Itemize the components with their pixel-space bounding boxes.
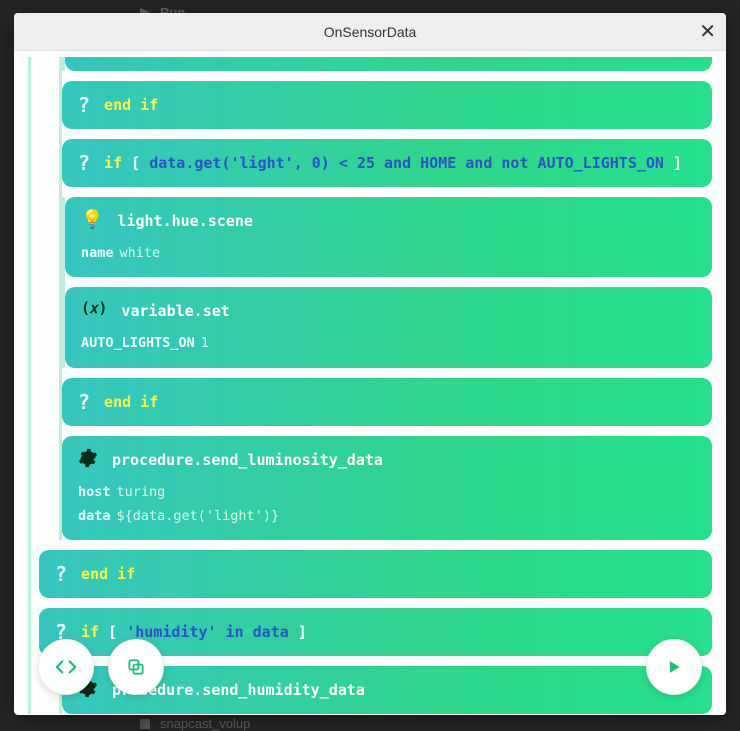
bulb-icon: 💡: [81, 209, 103, 230]
block-if-1[interactable]: ? if [ data.get('light', 0) < 25 and HOM…: [62, 139, 712, 187]
proc-title: procedure.send_luminosity_data: [112, 451, 383, 469]
question-icon: ?: [78, 390, 90, 414]
modal-body: ? end if ? if [ data.get('light', 0) < 2…: [14, 51, 726, 715]
block-hue-scene[interactable]: 💡 light.hue.scene name white: [65, 197, 712, 277]
bg-item-row: snapcast_volup: [140, 716, 250, 731]
block-proc-luminosity[interactable]: procedure.send_luminosity_data host turin…: [62, 436, 712, 541]
var-title: variable.set: [121, 302, 229, 320]
play-button[interactable]: [646, 639, 702, 695]
block-endif-3[interactable]: ? end if: [39, 550, 712, 598]
close-icon[interactable]: ✕: [699, 22, 716, 42]
block-variable-set[interactable]: (𝑥) variable.set AUTO_LIGHTS_ON 1: [65, 287, 712, 367]
titlebar: OnSensorData ✕: [14, 13, 726, 51]
bracket-close: ]: [673, 154, 682, 172]
question-icon: ?: [78, 151, 90, 175]
if-expr: data.get('light', 0) < 25 and HOME and n…: [149, 154, 664, 172]
kv-key: name: [81, 245, 114, 261]
nest-level-3b: 💡 light.hue.scene name white (𝑥) variable…: [62, 197, 712, 368]
copy-button[interactable]: [108, 639, 164, 695]
bg-item-label: snapcast_volup: [160, 716, 250, 731]
kv-key: AUTO_LIGHTS_ON: [81, 335, 195, 351]
hue-title: light.hue.scene: [117, 212, 252, 230]
kv-key: data: [78, 508, 111, 524]
block-cut-top[interactable]: [65, 57, 712, 71]
modal: OnSensorData ✕ ? end if ?: [14, 13, 726, 715]
endif-kw: end if: [81, 565, 135, 583]
nest-level-2: ? end if ? if [ data.get('light', 0) < 2…: [59, 57, 712, 540]
question-icon: ?: [78, 93, 90, 117]
if-kw: if: [104, 154, 122, 172]
kv-val: white: [120, 245, 161, 261]
endif-kw: end if: [104, 393, 158, 411]
kv-val: 1: [201, 335, 209, 351]
endif-kw: end if: [104, 96, 158, 114]
fab-row: [38, 639, 164, 695]
gear-icon: [78, 448, 98, 468]
nest-level-3a: [62, 57, 712, 71]
kv-val: ${data.get('light')}: [117, 508, 280, 524]
square-icon: [140, 719, 150, 729]
kv-key: host: [78, 484, 111, 500]
bracket-open: [: [131, 154, 140, 172]
block-endif-1[interactable]: ? end if: [62, 81, 712, 129]
block-endif-2[interactable]: ? end if: [62, 378, 712, 426]
modal-title: OnSensorData: [324, 24, 417, 40]
variable-icon: (𝑥): [81, 299, 107, 317]
code-button[interactable]: [38, 639, 94, 695]
bracket-close: ]: [298, 623, 307, 641]
kv-val: turing: [117, 484, 166, 500]
question-icon: ?: [55, 562, 67, 586]
nest-level-1: ? end if ? if [ data.get('light', 0) < 2…: [28, 57, 712, 714]
